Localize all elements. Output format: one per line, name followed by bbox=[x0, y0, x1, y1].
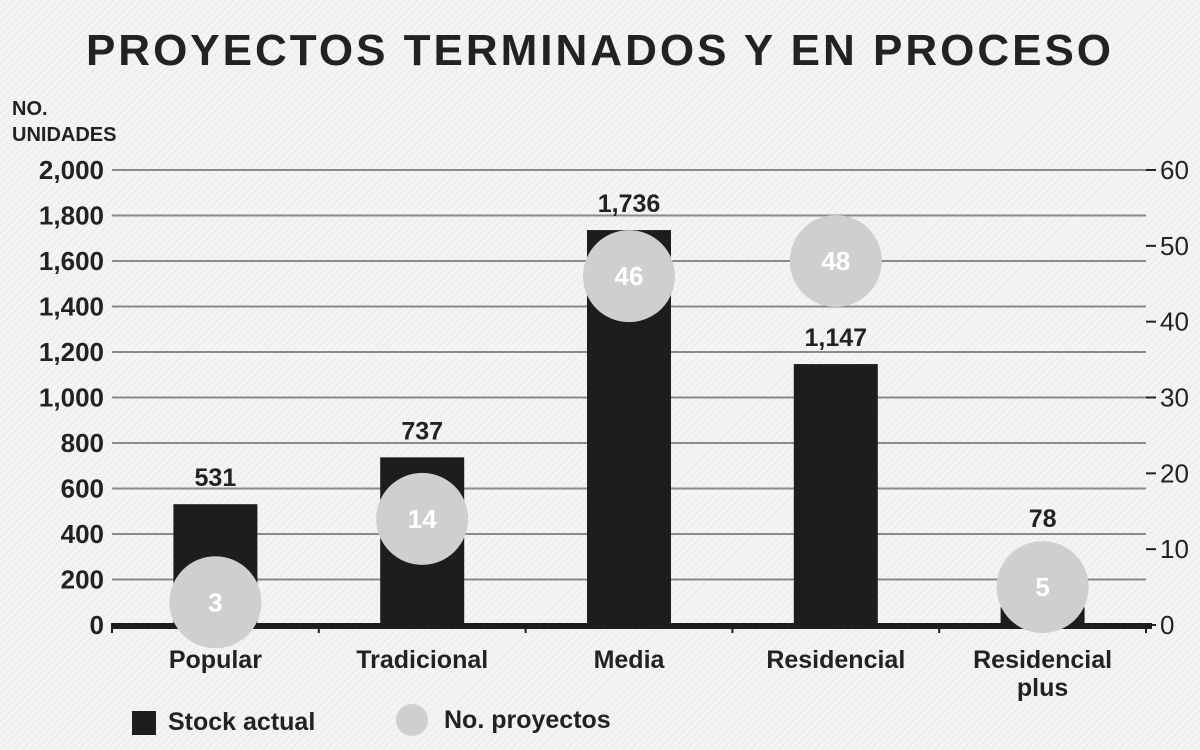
right-tick-label: 10 bbox=[1160, 534, 1189, 564]
left-tick-label: 0 bbox=[90, 610, 104, 640]
bar-value-label: 1,147 bbox=[805, 324, 868, 352]
bubble-value-label: 48 bbox=[821, 246, 850, 276]
bar-value-label: 737 bbox=[401, 417, 443, 445]
left-tick-label: 200 bbox=[61, 565, 104, 595]
bubble-value-label: 46 bbox=[615, 261, 644, 291]
bubble-value-label: 3 bbox=[208, 587, 222, 617]
left-tick-label: 1,400 bbox=[39, 292, 104, 322]
project-bubble bbox=[169, 556, 262, 649]
legend-item-proyectos: No. proyectos bbox=[396, 704, 611, 736]
bar bbox=[793, 364, 878, 625]
right-tick-label: 30 bbox=[1160, 383, 1189, 413]
right-tick-label: 0 bbox=[1160, 610, 1174, 640]
axes bbox=[111, 169, 1156, 633]
right-tick-label: 20 bbox=[1160, 458, 1189, 488]
chart-title: PROYECTOS TERMINADOS Y EN PROCESO bbox=[85, 26, 1115, 75]
left-tick-label: 1,000 bbox=[39, 383, 104, 413]
bar-value-label: 531 bbox=[195, 464, 237, 492]
category-label: Residencial bbox=[973, 646, 1112, 674]
category-label: Residencial bbox=[766, 646, 905, 674]
x-axis-line bbox=[112, 623, 1152, 629]
category-label: Media bbox=[594, 646, 666, 674]
bar-value-label: 1,736 bbox=[598, 190, 661, 218]
bubble-value-label: 14 bbox=[408, 504, 437, 534]
right-tick-label: 50 bbox=[1160, 231, 1189, 261]
category-label: Tradicional bbox=[356, 646, 488, 674]
right-tick-label: 40 bbox=[1160, 307, 1189, 337]
legend-label-proyectos: No. proyectos bbox=[444, 705, 611, 734]
left-tick-label: 1,200 bbox=[39, 337, 104, 367]
bar-value-label: 78 bbox=[1029, 505, 1057, 533]
legend-item-stock: Stock actual bbox=[132, 708, 315, 737]
labels: 02004006008001,0001,2001,4001,6001,8002,… bbox=[39, 155, 1189, 702]
left-tick-label: 600 bbox=[61, 474, 104, 504]
left-tick-label: 800 bbox=[61, 428, 104, 458]
project-bubble bbox=[789, 215, 882, 307]
right-tick-label: 60 bbox=[1160, 155, 1189, 185]
category-label: plus bbox=[1017, 674, 1068, 702]
project-bubble bbox=[996, 541, 1089, 634]
project-bubble bbox=[583, 230, 675, 323]
left-tick-label: 400 bbox=[61, 519, 104, 549]
left-tick-label: 1,800 bbox=[39, 201, 104, 231]
bubble-value-label: 5 bbox=[1035, 572, 1049, 602]
legend-label-stock: Stock actual bbox=[168, 708, 316, 736]
project-bubble bbox=[376, 472, 469, 565]
bubbles bbox=[169, 215, 1089, 649]
legend-swatch-square bbox=[132, 710, 156, 735]
legend-swatch-circle bbox=[396, 704, 428, 736]
left-tick-label: 1,600 bbox=[39, 246, 104, 276]
y-axis-label: NO. UNIDADES bbox=[12, 98, 117, 146]
category-label: Popular bbox=[169, 646, 262, 674]
left-tick-label: 2,000 bbox=[39, 155, 104, 185]
